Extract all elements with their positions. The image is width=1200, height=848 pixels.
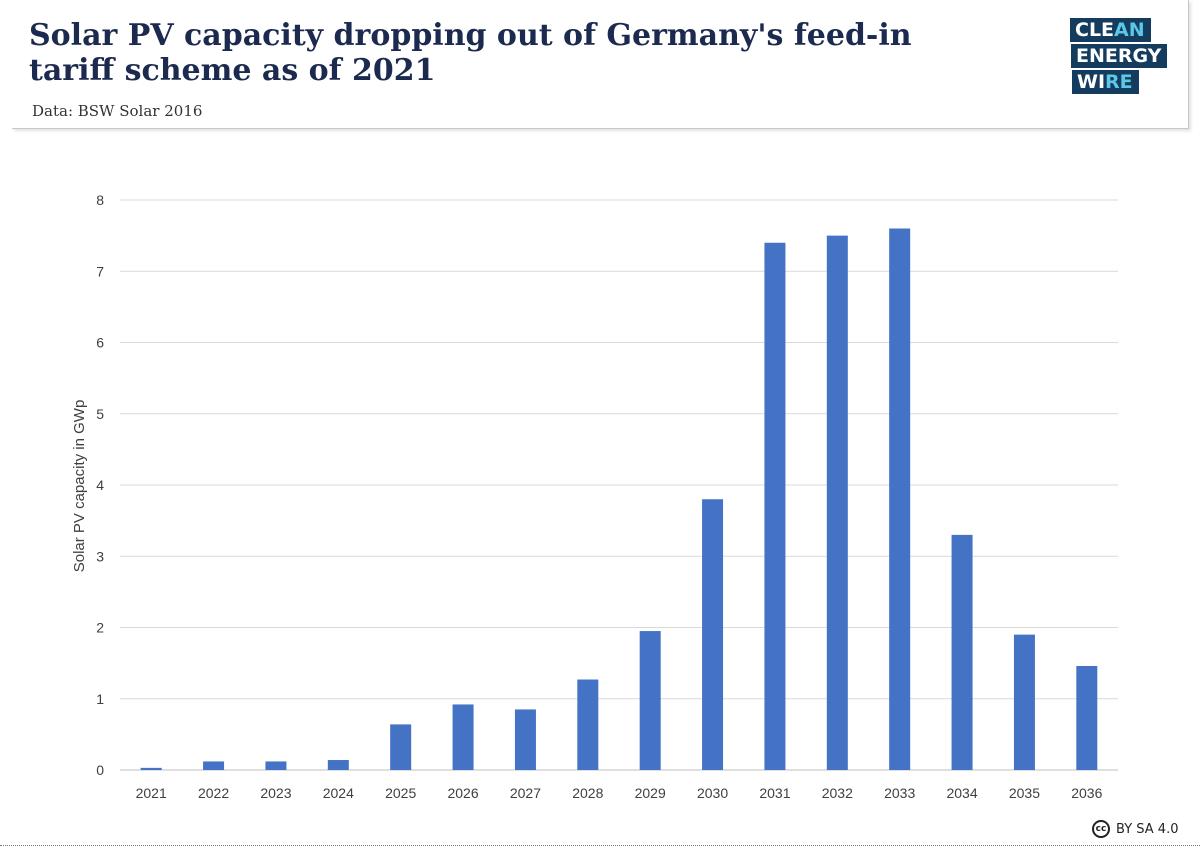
x-tick-label: 2033 [884,785,915,801]
bar-2021 [140,767,162,770]
chart-title: Solar PV capacity dropping out of German… [29,18,912,88]
x-tick-label: 2024 [323,785,354,801]
y-tick-label: 7 [96,263,104,279]
chart-header: Solar PV capacity dropping out of German… [12,0,1189,129]
y-tick-label: 8 [96,192,104,208]
logo-line-energy: ENERGY [1071,44,1168,68]
bar-2031 [764,242,786,770]
x-tick-label: 2027 [510,785,541,801]
x-tick-label: 2036 [1071,785,1102,801]
y-tick-label: 3 [96,548,104,564]
bar-2026 [452,704,474,770]
bar-2025 [390,724,412,770]
bar-2023 [265,761,287,770]
bar-2027 [514,709,536,770]
x-tick-label: 2023 [260,785,291,801]
bar-2036 [1076,665,1098,770]
bar-2033 [889,228,911,770]
x-tick-label: 2035 [1009,785,1040,801]
y-tick-label: 0 [96,762,104,778]
y-tick-label: 4 [96,477,104,493]
clean-energy-wire-logo: CLEAN ENERGY WIRE [1064,18,1168,96]
bar-2029 [639,631,661,770]
bar-2032 [826,235,848,770]
x-tick-label: 2030 [697,785,728,801]
y-tick-label: 2 [96,620,104,636]
logo-line-wire: WIRE [1072,70,1139,94]
y-axis-title: Solar PV capacity in GWp [71,400,88,573]
logo-line-clean: CLEAN [1070,18,1151,42]
license-text: BY SA 4.0 [1116,821,1179,837]
creative-commons-icon: cc [1092,820,1110,838]
x-tick-label: 2034 [946,785,977,801]
bar-2034 [951,534,973,770]
bar-2024 [327,760,349,770]
x-tick-label: 2032 [822,785,853,801]
license-badge: cc BY SA 4.0 [1092,820,1178,838]
bar-2022 [203,761,225,770]
y-tick-label: 5 [96,406,104,422]
x-tick-label: 2021 [136,785,167,801]
data-source: Data: BSW Solar 2016 [32,102,203,120]
x-tick-label: 2029 [635,785,666,801]
bar-2028 [577,679,599,770]
bar-2035 [1013,634,1035,770]
x-tick-label: 2028 [572,785,603,801]
y-tick-label: 6 [96,335,104,351]
bottom-divider [0,845,1200,846]
x-tick-label: 2025 [385,785,416,801]
x-tick-label: 2022 [198,785,229,801]
x-tick-label: 2031 [759,785,790,801]
y-tick-label: 1 [96,691,104,707]
x-tick-label: 2026 [447,785,478,801]
bar-2030 [702,499,724,770]
